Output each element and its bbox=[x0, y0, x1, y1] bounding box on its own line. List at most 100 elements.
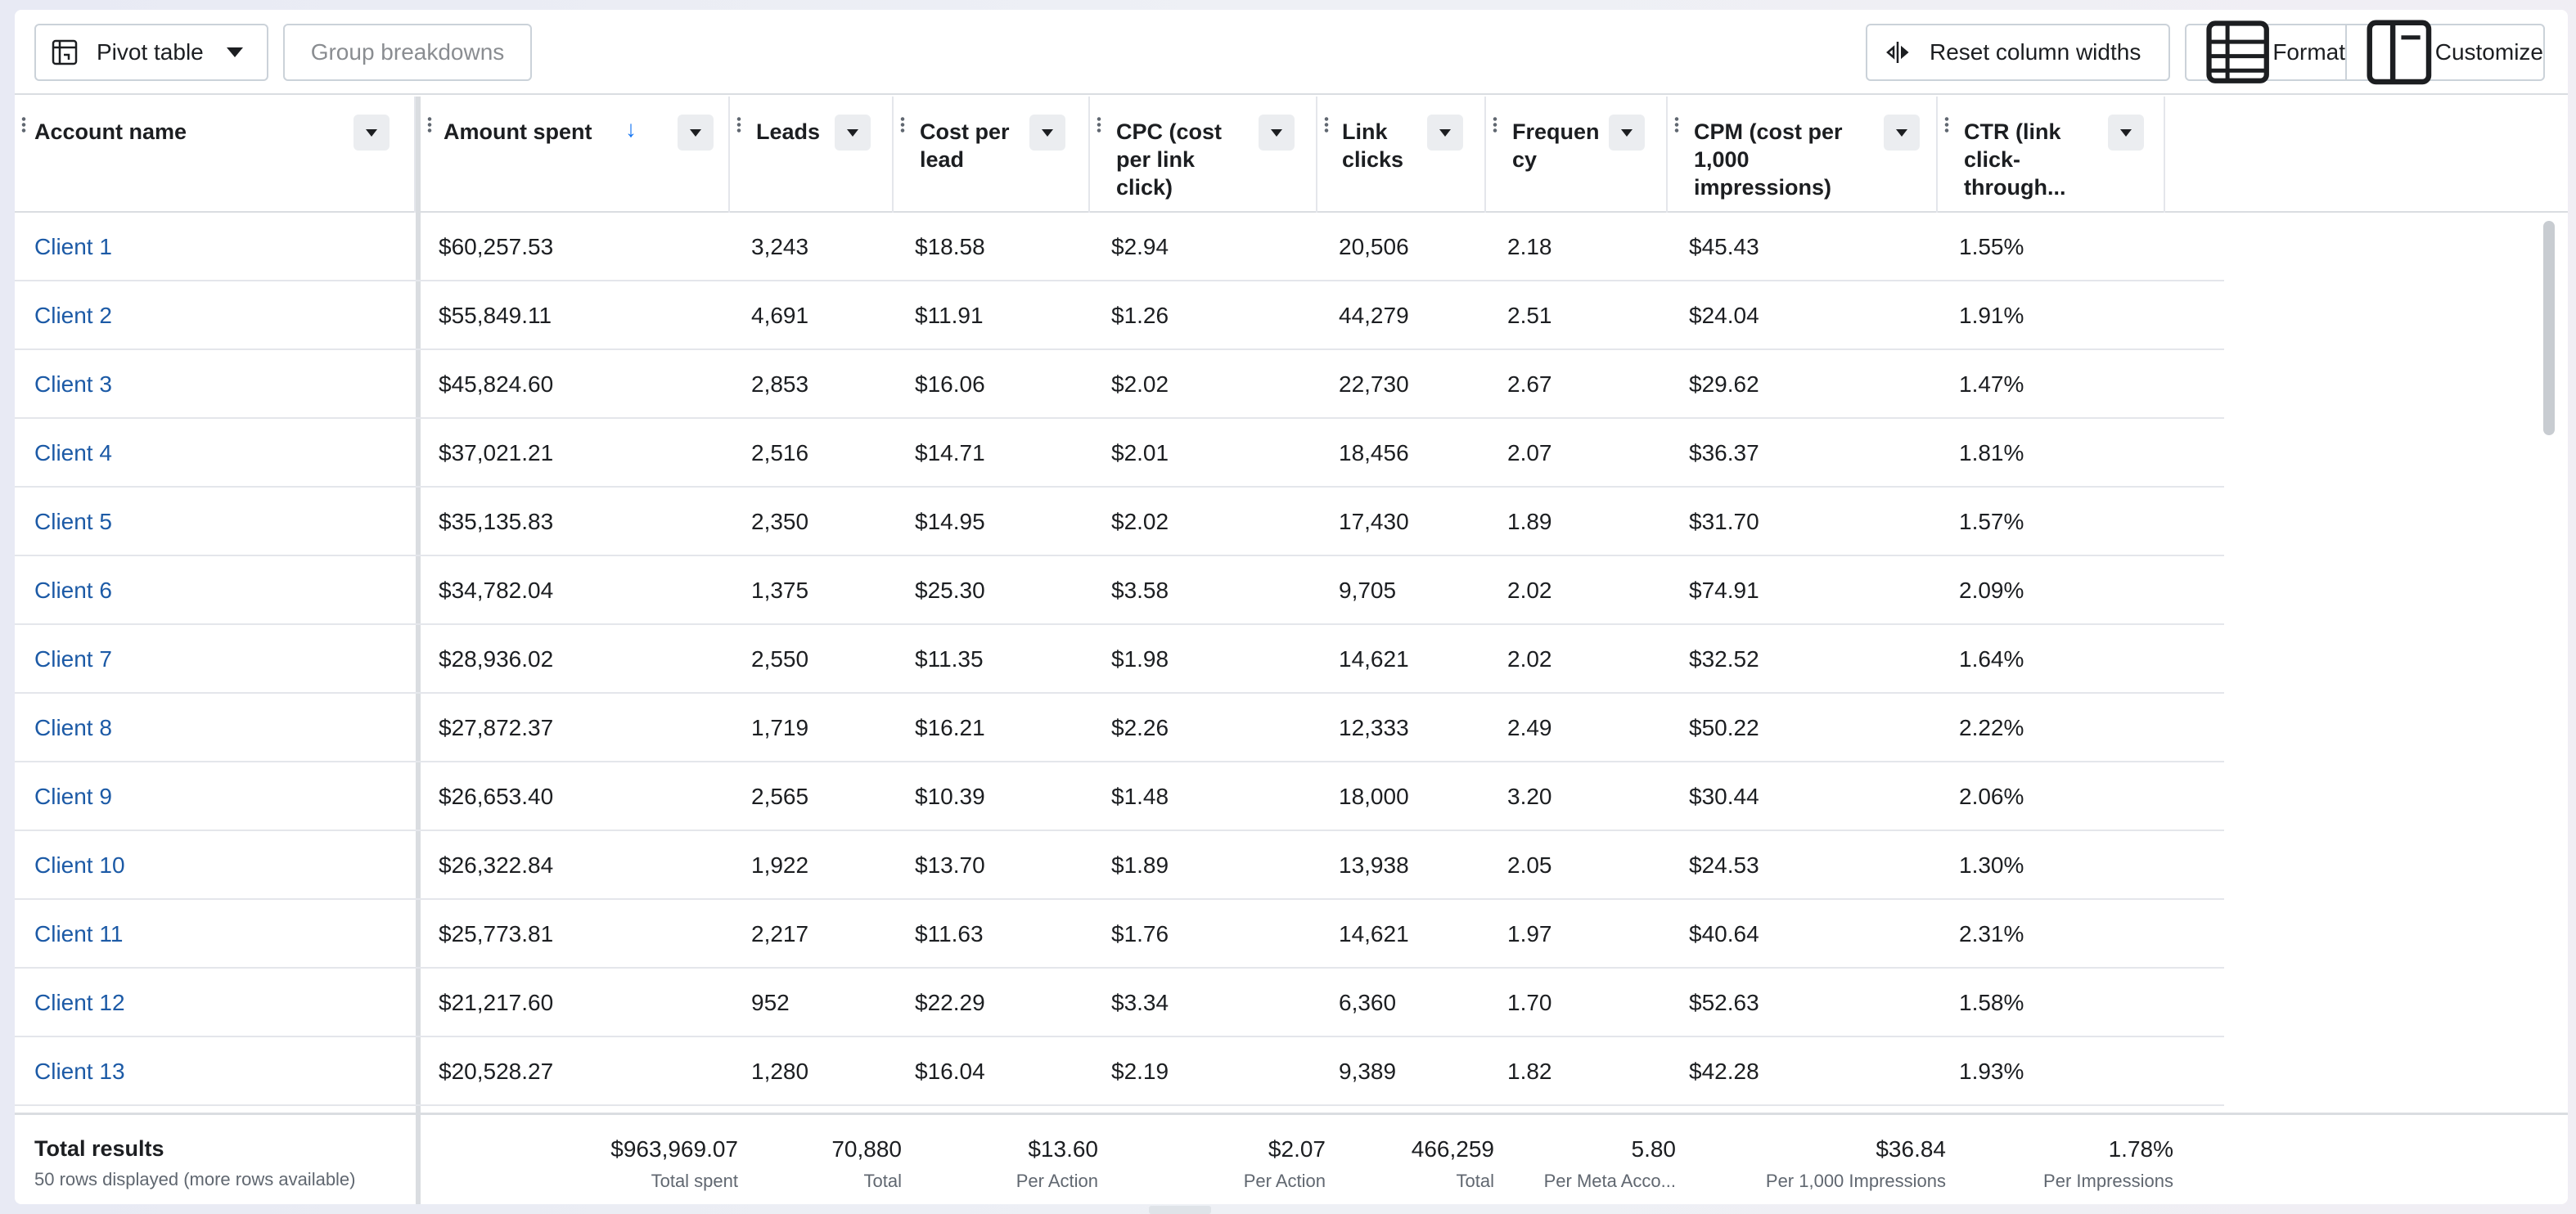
column-header-link-clicks[interactable]: Link clicks bbox=[1317, 97, 1486, 213]
cost-per-lead-cell: $11.91 bbox=[915, 303, 984, 328]
cpm-cell: $52.63 bbox=[1689, 990, 1759, 1015]
table-row[interactable]: Client 9 $26,653.40 2,565 $10.39 $1.48 1… bbox=[15, 762, 2224, 831]
account-name-link[interactable]: Client 12 bbox=[34, 990, 125, 1015]
cpc-cell: $1.76 bbox=[1111, 921, 1169, 946]
account-name-link[interactable]: Client 13 bbox=[34, 1059, 125, 1084]
drag-handle-icon[interactable] bbox=[1324, 116, 1329, 134]
column-label: Leads bbox=[756, 119, 821, 144]
table-row[interactable]: Client 8 $27,872.37 1,719 $16.21 $2.26 1… bbox=[15, 694, 2224, 762]
reset-column-widths-button[interactable]: Reset column widths bbox=[1866, 24, 2170, 81]
amount-spent-cell: $34,782.04 bbox=[439, 578, 554, 603]
column-menu-button[interactable] bbox=[1884, 115, 1920, 151]
frequency-cell: 2.49 bbox=[1507, 715, 1552, 740]
link-clicks-cell: 14,621 bbox=[1339, 646, 1409, 672]
amount-spent-cell: $35,135.83 bbox=[439, 509, 554, 534]
ctr-cell: 1.64% bbox=[1959, 646, 2024, 672]
frequency-cell: 1.97 bbox=[1507, 921, 1552, 946]
table-row[interactable]: Client 10 $26,322.84 1,922 $13.70 $1.89 … bbox=[15, 831, 2224, 900]
column-header-cpc[interactable]: CPC (cost per link click) bbox=[1090, 97, 1317, 213]
cpm-cell: $30.44 bbox=[1689, 784, 1759, 809]
ctr-cell: 2.06% bbox=[1959, 784, 2024, 809]
account-name-link[interactable]: Client 5 bbox=[34, 509, 112, 534]
toolbar: Pivot table Group breakdowns Reset colum… bbox=[15, 10, 2568, 95]
drag-handle-icon[interactable] bbox=[1944, 116, 1949, 134]
column-menu-button[interactable] bbox=[1029, 115, 1065, 151]
frequency-cell: 1.70 bbox=[1507, 990, 1552, 1015]
total-ctr-label: Per Impressions bbox=[2043, 1171, 2173, 1191]
account-name-link[interactable]: Client 11 bbox=[34, 921, 124, 946]
table-row[interactable]: Client 7 $28,936.02 2,550 $11.35 $1.98 1… bbox=[15, 625, 2224, 694]
table-row[interactable]: Client 11 $25,773.81 2,217 $11.63 $1.76 … bbox=[15, 900, 2224, 969]
column-menu-button[interactable] bbox=[678, 115, 714, 151]
account-name-link[interactable]: Client 2 bbox=[34, 303, 112, 328]
leads-cell: 1,719 bbox=[751, 715, 809, 740]
pivot-table-label: Pivot table bbox=[97, 39, 204, 65]
cpm-cell: $24.04 bbox=[1689, 303, 1759, 328]
table-row[interactable]: Client 2 $55,849.11 4,691 $11.91 $1.26 4… bbox=[15, 281, 2224, 350]
total-link-clicks-label: Total bbox=[1456, 1171, 1494, 1191]
totals-title: Total results bbox=[34, 1136, 164, 1161]
account-name-link[interactable]: Client 4 bbox=[34, 440, 112, 465]
column-menu-button[interactable] bbox=[2108, 115, 2144, 151]
total-frequency: 5.80 bbox=[1631, 1136, 1677, 1162]
column-header-cpm[interactable]: CPM (cost per 1,000 impressions) bbox=[1668, 97, 1938, 213]
drag-handle-icon[interactable] bbox=[427, 116, 432, 134]
drag-handle-icon[interactable] bbox=[736, 116, 741, 134]
account-name-link[interactable]: Client 8 bbox=[34, 715, 112, 740]
customize-button[interactable]: Customize bbox=[2347, 20, 2543, 85]
bottom-resize-handle[interactable] bbox=[1149, 1206, 1211, 1214]
column-header-ctr[interactable]: CTR (link click-through... bbox=[1938, 97, 2165, 213]
column-label: CPM (cost per 1,000 impressions) bbox=[1694, 119, 1843, 200]
sort-descending-icon[interactable]: ↓ bbox=[625, 116, 637, 142]
customize-label: Customize bbox=[2434, 39, 2543, 65]
cost-per-lead-cell: $16.04 bbox=[915, 1059, 985, 1084]
account-name-link[interactable]: Client 3 bbox=[34, 371, 112, 397]
total-cpc: $2.07 bbox=[1268, 1136, 1326, 1162]
cost-per-lead-cell: $14.71 bbox=[915, 440, 985, 465]
drag-handle-icon[interactable] bbox=[1674, 116, 1679, 134]
leads-cell: 1,280 bbox=[751, 1059, 809, 1084]
account-name-link[interactable]: Client 6 bbox=[34, 578, 112, 603]
drag-handle-icon[interactable] bbox=[1493, 116, 1497, 134]
frozen-column-divider[interactable] bbox=[416, 97, 421, 1204]
column-header-frequency[interactable]: Frequency bbox=[1486, 97, 1668, 213]
account-name-link[interactable]: Client 9 bbox=[34, 784, 112, 809]
column-header-account-name[interactable]: Account name bbox=[15, 97, 416, 213]
drag-handle-icon[interactable] bbox=[1097, 116, 1101, 134]
table-row[interactable]: Client 1 $60,257.53 3,243 $18.58 $2.94 2… bbox=[15, 213, 2224, 281]
leads-cell: 2,550 bbox=[751, 646, 809, 672]
column-header-leads[interactable]: Leads bbox=[730, 97, 894, 213]
column-header-amount-spent[interactable]: Amount spent ↓ bbox=[421, 97, 730, 213]
table-row[interactable]: Client 13 $20,528.27 1,280 $16.04 $2.19 … bbox=[15, 1037, 2224, 1106]
pivot-table-button[interactable]: Pivot table bbox=[34, 24, 268, 81]
account-name-link[interactable]: Client 1 bbox=[34, 234, 112, 259]
scrollbar-thumb[interactable] bbox=[2543, 221, 2555, 435]
link-clicks-cell: 12,333 bbox=[1339, 715, 1409, 740]
column-menu-button[interactable] bbox=[1259, 115, 1295, 151]
group-breakdowns-button[interactable]: Group breakdowns bbox=[283, 24, 532, 81]
table-row[interactable]: Client 12 $21,217.60 952 $22.29 $3.34 6,… bbox=[15, 969, 2224, 1037]
cpm-cell: $24.53 bbox=[1689, 852, 1759, 878]
total-amount-spent: $963,969.07 bbox=[610, 1136, 738, 1162]
table-row[interactable]: Client 5 $35,135.83 2,350 $14.95 $2.02 1… bbox=[15, 488, 2224, 556]
table-row[interactable]: Client 3 $45,824.60 2,853 $16.06 $2.02 2… bbox=[15, 350, 2224, 419]
amount-spent-cell: $45,824.60 bbox=[439, 371, 554, 397]
column-menu-button[interactable] bbox=[1427, 115, 1463, 151]
drag-handle-icon[interactable] bbox=[21, 116, 26, 134]
column-menu-button[interactable] bbox=[354, 115, 390, 151]
cpm-cell: $32.52 bbox=[1689, 646, 1759, 672]
column-menu-button[interactable] bbox=[835, 115, 871, 151]
cpc-cell: $1.98 bbox=[1111, 646, 1169, 672]
account-name-link[interactable]: Client 10 bbox=[34, 852, 125, 878]
column-label: Link clicks bbox=[1342, 119, 1404, 172]
column-menu-button[interactable] bbox=[1609, 115, 1645, 151]
vertical-scrollbar[interactable] bbox=[2540, 214, 2558, 1113]
column-header-cost-per-lead[interactable]: Cost per lead bbox=[894, 97, 1090, 213]
table-row[interactable]: Client 4 $37,021.21 2,516 $14.71 $2.01 1… bbox=[15, 419, 2224, 488]
ctr-cell: 1.47% bbox=[1959, 371, 2024, 397]
drag-handle-icon[interactable] bbox=[900, 116, 905, 134]
format-button[interactable]: Format bbox=[2186, 20, 2347, 84]
account-name-link[interactable]: Client 7 bbox=[34, 646, 112, 672]
table-row[interactable]: Client 6 $34,782.04 1,375 $25.30 $3.58 9… bbox=[15, 556, 2224, 625]
amount-spent-cell: $26,322.84 bbox=[439, 852, 554, 878]
